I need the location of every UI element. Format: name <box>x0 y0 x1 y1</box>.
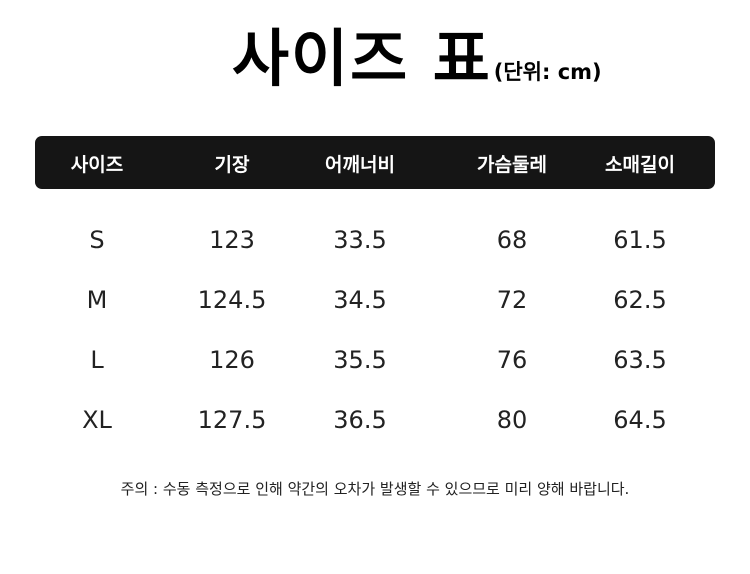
table-row: XL 127.5 36.5 80 64.5 <box>0 400 750 440</box>
table-row: M 124.5 34.5 72 62.5 <box>0 280 750 320</box>
cell-chest: 76 <box>496 346 528 374</box>
cell-chest: 72 <box>496 286 528 314</box>
cell-sleeve: 62.5 <box>613 286 667 314</box>
cell-chest: 80 <box>496 406 528 434</box>
header-shoulder: 어깨너비 <box>325 154 395 176</box>
cell-shoulder: 35.5 <box>333 346 387 374</box>
table-header: 사이즈 기장 어깨너비 가슴둘레 소매길이 <box>35 136 715 189</box>
cell-sleeve: 64.5 <box>613 406 667 434</box>
cell-length: 123 <box>209 226 255 254</box>
footnote: 주의 : 수동 측정으로 인해 약간의 오차가 발생할 수 있으므로 미리 양해… <box>120 480 630 498</box>
header-chest: 가슴둘레 <box>477 154 547 176</box>
cell-chest: 68 <box>496 226 528 254</box>
title-main: 사이즈 표 <box>232 22 492 95</box>
table-row: L 126 35.5 76 63.5 <box>0 340 750 380</box>
header-length: 기장 <box>214 154 250 176</box>
cell-sleeve: 61.5 <box>613 226 667 254</box>
cell-size: XL <box>82 406 112 434</box>
cell-shoulder: 33.5 <box>333 226 387 254</box>
cell-length: 127.5 <box>197 406 267 434</box>
header-sleeve: 소매길이 <box>605 154 675 176</box>
cell-length: 124.5 <box>197 286 267 314</box>
page-title: 사이즈 표 (단위: cm) <box>232 24 602 94</box>
header-size: 사이즈 <box>70 154 124 176</box>
cell-shoulder: 36.5 <box>333 406 387 434</box>
table-row: S 123 33.5 68 61.5 <box>0 220 750 260</box>
cell-length: 126 <box>209 346 255 374</box>
cell-shoulder: 34.5 <box>333 286 387 314</box>
cell-size: L <box>90 346 104 374</box>
cell-size: M <box>86 286 108 314</box>
cell-sleeve: 63.5 <box>613 346 667 374</box>
cell-size: S <box>89 226 105 254</box>
title-unit: (단위: cm) <box>493 60 602 84</box>
